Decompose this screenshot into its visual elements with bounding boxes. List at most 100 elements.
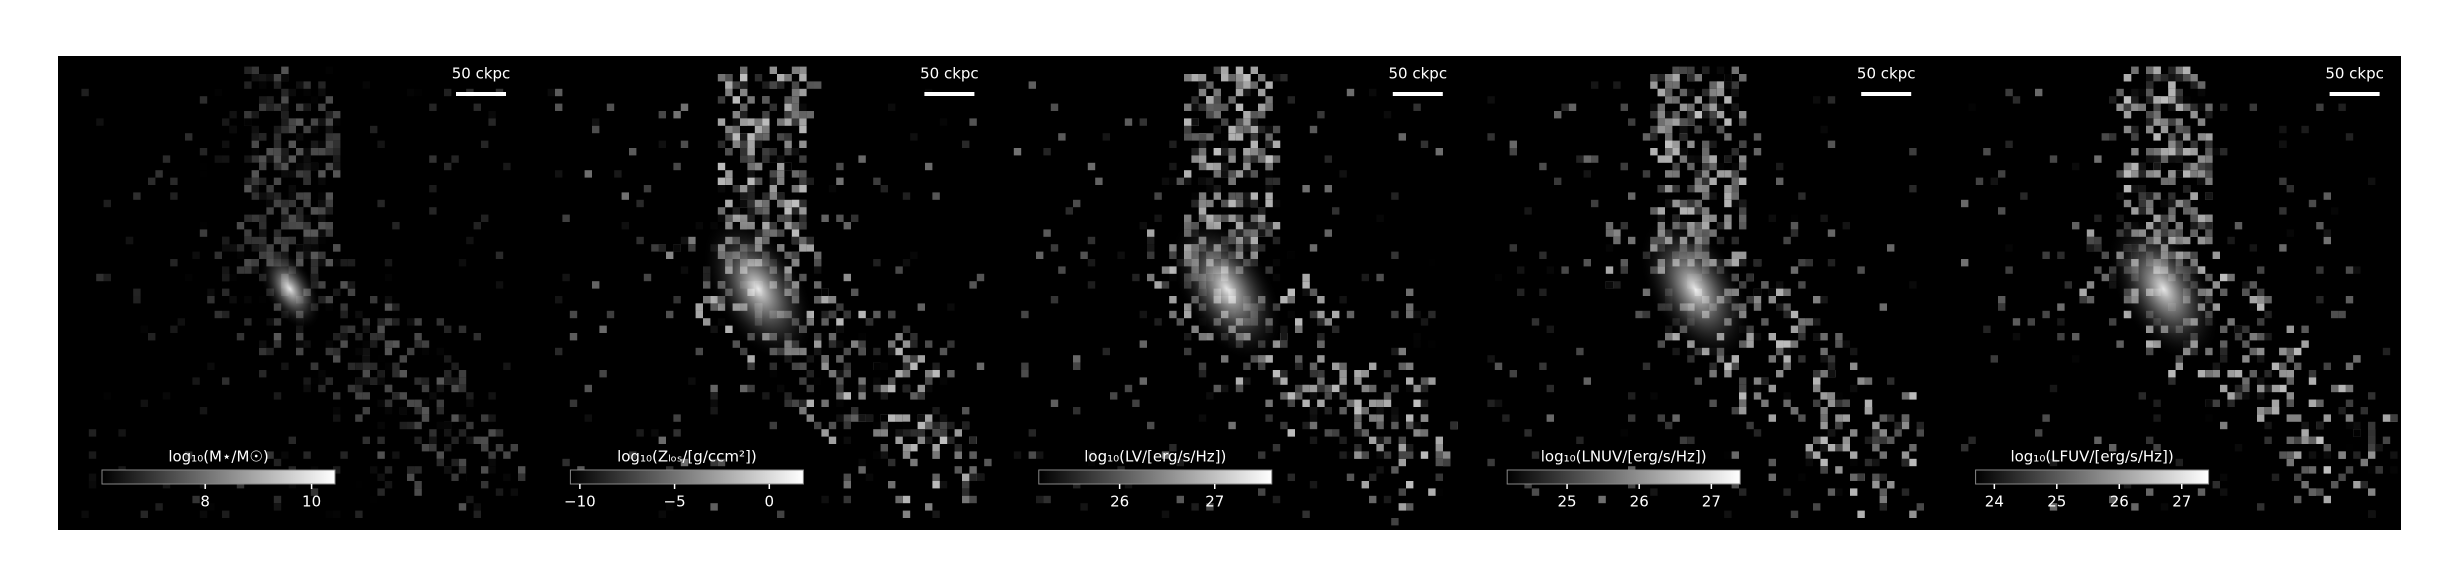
pixel xyxy=(1198,414,1207,422)
pixel xyxy=(2175,229,2183,237)
pixel xyxy=(2286,377,2294,385)
pixel xyxy=(2360,481,2368,489)
pixel xyxy=(1376,414,1384,422)
pixel xyxy=(296,207,304,215)
pixel xyxy=(2368,444,2376,452)
pixel xyxy=(1428,488,1436,496)
pixel xyxy=(2012,318,2021,326)
pixel xyxy=(1147,251,1155,259)
pixel xyxy=(2049,458,2058,467)
pixel xyxy=(1650,111,1658,119)
pixel xyxy=(636,199,644,208)
pixel xyxy=(362,325,370,333)
pixel xyxy=(1709,118,1717,126)
pixel xyxy=(1827,362,1836,370)
pixel xyxy=(222,244,230,252)
pixel xyxy=(370,362,378,370)
pixel xyxy=(1036,495,1044,504)
pixel xyxy=(318,207,326,215)
pixel xyxy=(2190,111,2198,119)
pixel xyxy=(1235,384,1244,393)
pixel xyxy=(318,81,326,89)
pixel xyxy=(1309,288,1318,296)
pixel xyxy=(584,170,592,178)
pixel xyxy=(2301,436,2309,444)
pixel xyxy=(584,384,592,393)
pixel xyxy=(1309,125,1318,134)
pixel xyxy=(310,251,319,259)
pixel xyxy=(2175,118,2183,126)
pixel xyxy=(1228,133,1236,141)
pixel xyxy=(880,429,888,437)
pixel xyxy=(2175,155,2183,163)
pixel xyxy=(1354,421,1362,430)
pixel xyxy=(1702,140,1710,148)
pixel xyxy=(1272,74,1281,82)
pixel xyxy=(1302,421,1310,430)
pixel xyxy=(2257,347,2265,356)
pixel xyxy=(1509,370,1517,378)
pixel xyxy=(2146,88,2154,97)
pixel xyxy=(2286,229,2294,237)
pixel xyxy=(414,340,422,348)
pixel xyxy=(318,281,326,289)
pixel xyxy=(606,103,615,111)
pixel xyxy=(296,325,304,333)
pixel xyxy=(1746,340,1754,348)
pixel xyxy=(259,370,267,378)
colorbar xyxy=(1506,469,1741,485)
pixel xyxy=(962,407,970,415)
pixel xyxy=(1250,66,1258,74)
pixel xyxy=(688,244,696,252)
pixel xyxy=(2109,495,2117,504)
pixel xyxy=(1139,340,1147,348)
pixel xyxy=(799,88,807,97)
pixel xyxy=(1887,481,1895,489)
pixel xyxy=(1679,199,1688,208)
pixel xyxy=(421,414,430,422)
pixel xyxy=(1413,384,1421,393)
pixel xyxy=(747,170,755,178)
pixel xyxy=(954,451,962,459)
pixel xyxy=(244,177,252,185)
pixel xyxy=(2175,148,2183,156)
pixel xyxy=(362,407,370,415)
pixel xyxy=(2308,377,2317,385)
pixel xyxy=(1583,155,1591,163)
pixel xyxy=(2123,199,2132,208)
pixel xyxy=(88,451,97,459)
pixel xyxy=(880,444,888,452)
pixel xyxy=(762,214,770,222)
pixel xyxy=(273,162,282,171)
pixel xyxy=(1805,458,1813,467)
pixel xyxy=(2123,96,2132,104)
pixel xyxy=(340,259,348,267)
pixel xyxy=(1909,510,1917,518)
pixel xyxy=(939,347,948,356)
pixel xyxy=(399,421,407,430)
pixel xyxy=(1665,74,1673,82)
pixel xyxy=(1280,74,1288,82)
pixel xyxy=(695,347,703,356)
pixel xyxy=(555,296,563,304)
pixel xyxy=(629,148,637,156)
pixel xyxy=(1265,192,1273,200)
pixel xyxy=(2323,444,2331,452)
pixel xyxy=(1191,503,1199,511)
pixel xyxy=(651,429,659,437)
pixel xyxy=(1013,451,1022,459)
pixel xyxy=(170,325,178,333)
pixel xyxy=(1339,392,1347,400)
pixel xyxy=(2257,392,2265,400)
pixel xyxy=(791,222,800,230)
pixel xyxy=(310,362,319,370)
pixel xyxy=(880,451,888,459)
pixel xyxy=(2005,140,2013,148)
pixel xyxy=(910,429,918,437)
pixel xyxy=(1339,370,1347,378)
pixel xyxy=(222,118,230,126)
pixel xyxy=(910,362,918,370)
pixel xyxy=(436,347,444,356)
pixel xyxy=(2205,236,2213,245)
pixel xyxy=(2279,244,2287,252)
